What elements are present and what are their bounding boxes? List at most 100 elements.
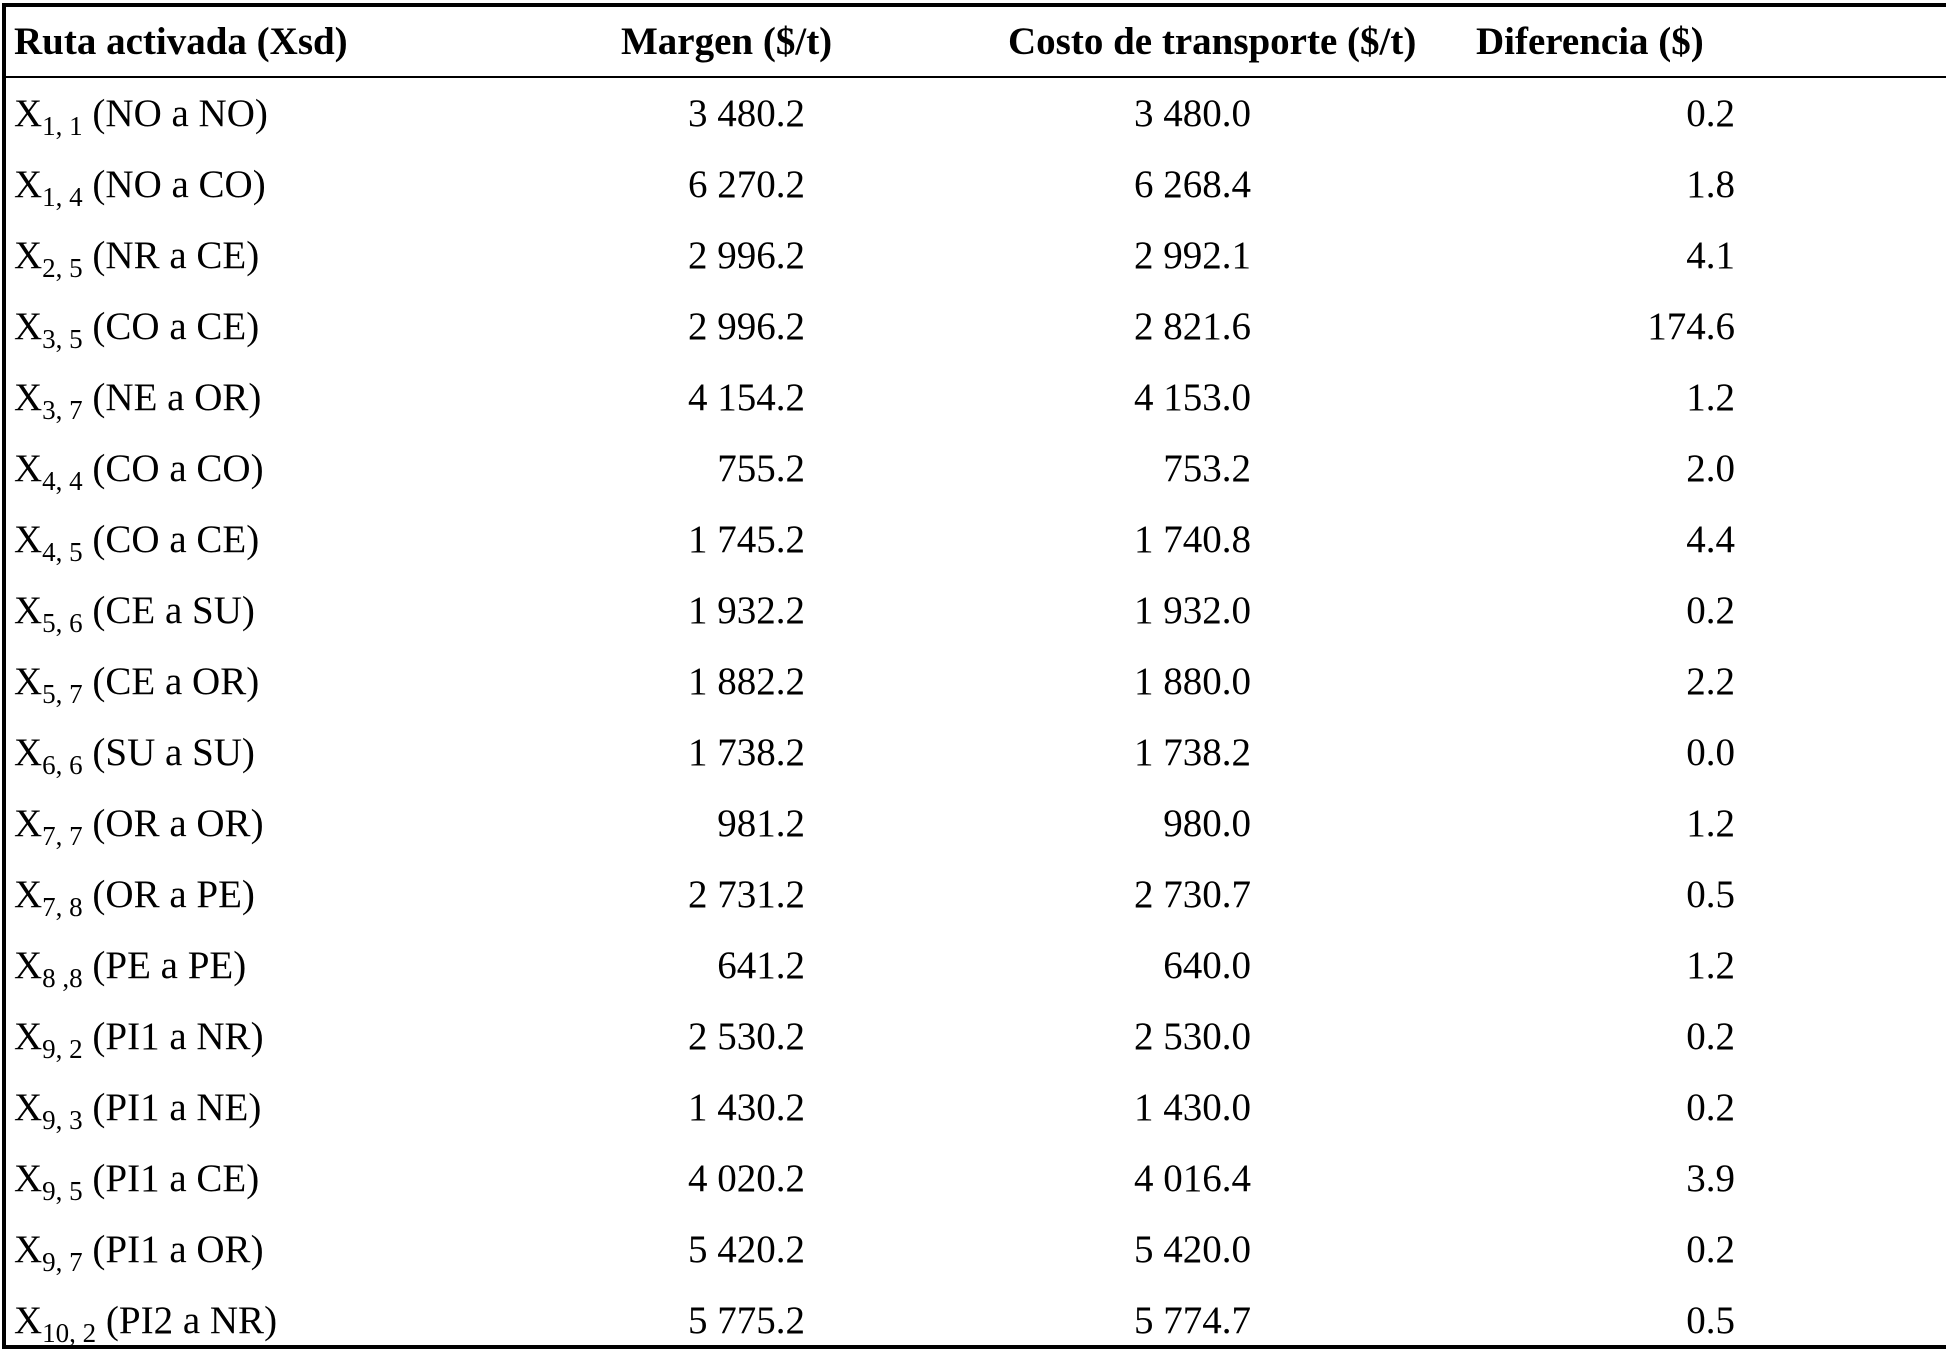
route-description: (NR a CE) <box>82 234 260 277</box>
route-description: (CE a SU) <box>82 589 255 632</box>
route-variable: X <box>14 1157 43 1200</box>
table-row: X7, 7 (OR a OR) 981.2 980.0 1.2 <box>6 788 1946 859</box>
table-row: X1, 4 (NO a CO) 6 270.2 6 268.4 1.8 <box>6 149 1946 220</box>
route-cell: X7, 7 (OR a OR) <box>6 788 511 859</box>
route-subscript: 7, 8 <box>42 892 83 922</box>
costo-cell: 1 738.2 <box>1134 731 1251 774</box>
margen-cell: 641.2 <box>717 944 805 987</box>
margen-cell: 6 270.2 <box>688 163 805 206</box>
margen-cell: 5 775.2 <box>688 1299 805 1342</box>
table-row: X9, 2 (PI1 a NR) 2 530.2 2 530.0 0.2 <box>6 1001 1946 1072</box>
table-row: X7, 8 (OR a PE) 2 731.2 2 730.7 0.5 <box>6 859 1946 930</box>
costo-cell: 2 730.7 <box>1134 873 1251 916</box>
margen-cell: 981.2 <box>717 802 805 845</box>
routes-table: Ruta activada (Xsd) Margen ($/t) Costo d… <box>6 7 1946 1356</box>
route-variable: X <box>14 92 43 135</box>
table-row: X3, 7 (NE a OR) 4 154.2 4 153.0 1.2 <box>6 362 1946 433</box>
route-variable: X <box>14 873 43 916</box>
route-variable: X <box>14 1228 43 1271</box>
route-subscript: 7, 7 <box>42 821 83 851</box>
margen-cell: 2 996.2 <box>688 305 805 348</box>
costo-cell: 2 530.0 <box>1134 1015 1251 1058</box>
header-row: Ruta activada (Xsd) Margen ($/t) Costo d… <box>6 7 1946 78</box>
route-description: (PI2 a NR) <box>96 1299 278 1342</box>
table-row: X5, 6 (CE a SU) 1 932.2 1 932.0 0.2 <box>6 575 1946 646</box>
margen-cell: 1 882.2 <box>688 660 805 703</box>
route-variable: X <box>14 589 43 632</box>
route-description: (OR a OR) <box>82 802 264 845</box>
diferencia-cell: 1.2 <box>1686 376 1735 419</box>
diferencia-cell: 0.2 <box>1686 92 1735 135</box>
route-subscript: 3, 5 <box>42 324 83 354</box>
route-cell: X10, 2 (PI2 a NR) <box>6 1285 511 1356</box>
route-description: (CO a CE) <box>82 518 260 561</box>
route-variable: X <box>14 731 43 774</box>
table-frame <box>2 3 1946 1349</box>
route-subscript: 5, 6 <box>42 608 83 638</box>
route-subscript: 1, 1 <box>42 111 83 141</box>
margen-cell: 4 020.2 <box>688 1157 805 1200</box>
route-variable: X <box>14 944 43 987</box>
route-description: (PI1 a NR) <box>82 1015 264 1058</box>
route-subscript: 9, 7 <box>42 1247 83 1277</box>
route-cell: X9, 3 (PI1 a NE) <box>6 1072 511 1143</box>
route-description: (NO a CO) <box>82 163 266 206</box>
costo-cell: 5 420.0 <box>1134 1228 1251 1271</box>
costo-cell: 2 992.1 <box>1134 234 1251 277</box>
diferencia-cell: 1.2 <box>1686 944 1735 987</box>
costo-cell: 1 430.0 <box>1134 1086 1251 1129</box>
route-cell: X4, 5 (CO a CE) <box>6 504 511 575</box>
route-subscript: 4, 5 <box>42 537 83 567</box>
diferencia-cell: 174.6 <box>1647 305 1735 348</box>
route-variable: X <box>14 1299 43 1342</box>
route-cell: X1, 4 (NO a CO) <box>6 149 511 220</box>
margen-cell: 3 480.2 <box>688 92 805 135</box>
margen-cell: 1 932.2 <box>688 589 805 632</box>
margen-cell: 1 430.2 <box>688 1086 805 1129</box>
route-description: (PE a PE) <box>82 944 247 987</box>
route-subscript: 8 ,8 <box>42 963 83 993</box>
table-row: X4, 4 (CO a CO) 755.2 753.2 2.0 <box>6 433 1946 504</box>
route-description: (PI1 a NE) <box>82 1086 262 1129</box>
route-subscript: 3, 7 <box>42 395 83 425</box>
route-variable: X <box>14 163 43 206</box>
costo-cell: 3 480.0 <box>1134 92 1251 135</box>
route-cell: X8 ,8 (PE a PE) <box>6 930 511 1001</box>
table-header: Ruta activada (Xsd) Margen ($/t) Costo d… <box>6 7 1946 78</box>
diferencia-cell: 0.5 <box>1686 1299 1735 1342</box>
route-cell: X6, 6 (SU a SU) <box>6 717 511 788</box>
costo-cell: 1 740.8 <box>1134 518 1251 561</box>
route-cell: X4, 4 (CO a CO) <box>6 433 511 504</box>
header-margen: Margen ($/t) <box>511 7 901 78</box>
route-description: (NO a NO) <box>82 92 268 135</box>
margen-cell: 5 420.2 <box>688 1228 805 1271</box>
route-subscript: 10, 2 <box>42 1318 97 1348</box>
route-subscript: 1, 4 <box>42 182 83 212</box>
route-description: (CO a CE) <box>82 305 260 348</box>
table-row: X9, 5 (PI1 a CE) 4 020.2 4 016.4 3.9 <box>6 1143 1946 1214</box>
route-description: (PI1 a OR) <box>82 1228 264 1271</box>
margen-cell: 4 154.2 <box>688 376 805 419</box>
diferencia-cell: 0.2 <box>1686 1086 1735 1129</box>
table-body: X1, 1 (NO a NO) 3 480.2 3 480.0 0.2 X1, 4 (N… <box>6 77 1946 1356</box>
margen-cell: 2 996.2 <box>688 234 805 277</box>
costo-cell: 1 880.0 <box>1134 660 1251 703</box>
table-row: X8 ,8 (PE a PE) 641.2 640.0 1.2 <box>6 930 1946 1001</box>
route-cell: X3, 5 (CO a CE) <box>6 291 511 362</box>
route-variable: X <box>14 660 43 703</box>
diferencia-cell: 0.2 <box>1686 1015 1735 1058</box>
table-row: X9, 7 (PI1 a OR) 5 420.2 5 420.0 0.2 <box>6 1214 1946 1285</box>
route-variable: X <box>14 447 43 490</box>
diferencia-cell: 2.0 <box>1686 447 1735 490</box>
costo-cell: 1 932.0 <box>1134 589 1251 632</box>
header-diferencia: Diferencia ($) <box>1401 7 1946 78</box>
costo-cell: 2 821.6 <box>1134 305 1251 348</box>
diferencia-cell: 1.2 <box>1686 802 1735 845</box>
header-costo: Costo de transporte ($/t) <box>901 7 1416 78</box>
diferencia-cell: 4.1 <box>1686 234 1735 277</box>
table-row: X9, 3 (PI1 a NE) 1 430.2 1 430.0 0.2 <box>6 1072 1946 1143</box>
margen-cell: 1 738.2 <box>688 731 805 774</box>
costo-cell: 6 268.4 <box>1134 163 1251 206</box>
diferencia-cell: 0.5 <box>1686 873 1735 916</box>
table-row: X6, 6 (SU a SU) 1 738.2 1 738.2 0.0 <box>6 717 1946 788</box>
